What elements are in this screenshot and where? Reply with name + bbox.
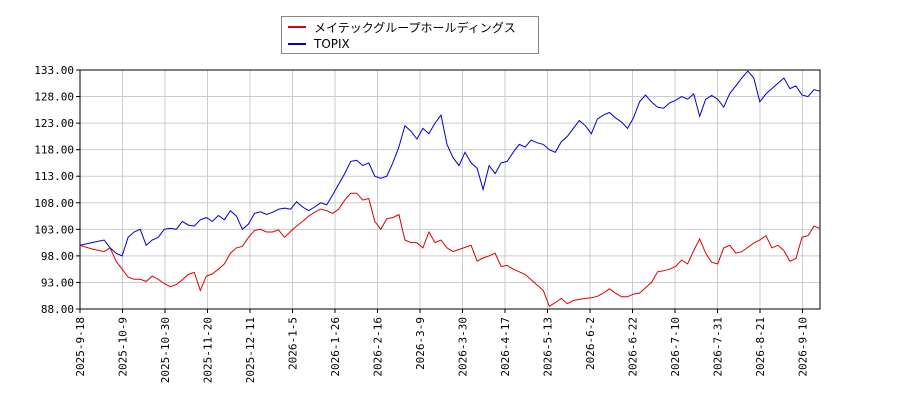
y-tick-label: 133.00 [34,64,74,77]
x-tick-label: 2025-9-18 [74,317,87,377]
y-tick-label: 103.00 [34,223,74,236]
x-tick-label: 2026-9-10 [797,317,810,377]
plot-frame [79,69,821,310]
x-tick-label: 2025-12-11 [244,317,257,383]
series-line-stock [79,192,821,308]
x-tick-label: 2026-8-21 [754,317,767,377]
x-tick-label: 2026-3-30 [457,317,470,377]
x-tick-label: 2025-10-9 [117,317,130,377]
x-tick-label: 2026-5-13 [542,317,555,377]
x-tick-label: 2026-6-22 [627,317,640,377]
x-tick-label: 2026-7-10 [669,317,682,377]
y-tick-label: 108.00 [34,197,74,210]
legend-label-stock: メイテックグループホールディングス [314,20,516,35]
x-tick-label: 2026-2-16 [372,317,385,377]
x-tick-label: 2026-1-26 [329,317,342,377]
x-tick-label: 2026-1-5 [287,317,300,370]
x-tick-label: 2026-4-17 [499,317,512,377]
legend-swatch-topix [288,43,306,45]
legend-label-topix: TOPIX [314,37,350,51]
y-tick-label: 128.00 [34,91,74,104]
legend-entry-stock: メイテックグループホールディングス [288,19,516,35]
x-tick-label: 2025-11-20 [202,317,215,383]
y-tick-label: 88.00 [41,303,74,316]
legend-entry-topix: TOPIX [288,36,350,52]
x-tick-label: 2026-7-31 [712,317,725,377]
x-tick-label: 2026-3-9 [414,317,427,370]
series-line-topix [79,70,821,257]
x-tick-label: 2025-10-30 [159,317,172,383]
y-tick-label: 113.00 [34,170,74,183]
y-tick-label: 98.00 [41,250,74,263]
y-tick-label: 118.00 [34,144,74,157]
x-tick-label: 2026-6-2 [584,317,597,370]
legend-swatch-stock [288,26,306,28]
y-tick-label: 93.00 [41,276,74,289]
y-tick-label: 123.00 [34,117,74,130]
chart-legend: メイテックグループホールディングス TOPIX [281,16,539,54]
